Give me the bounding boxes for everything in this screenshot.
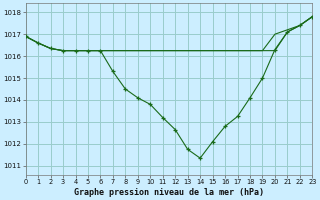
X-axis label: Graphe pression niveau de la mer (hPa): Graphe pression niveau de la mer (hPa) xyxy=(74,188,264,197)
